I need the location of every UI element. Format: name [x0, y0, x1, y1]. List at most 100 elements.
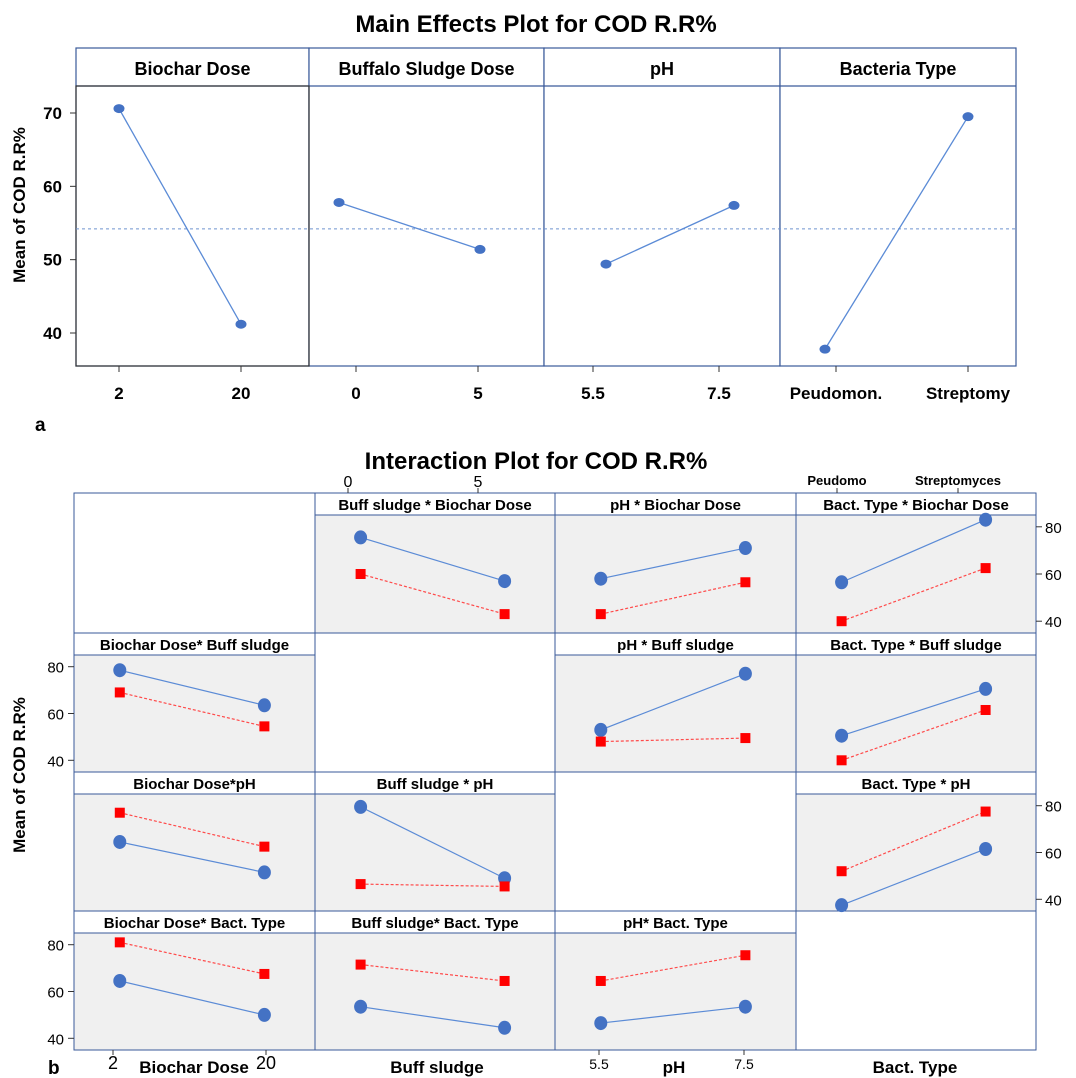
interaction-point-red [259, 721, 270, 732]
interaction-line-blue [360, 536, 505, 582]
interaction-plot: Interaction Plot for COD R.R% Mean of CO… [10, 448, 1062, 1078]
interaction-line-blue [841, 519, 986, 583]
interaction-point-blue [257, 865, 271, 880]
y-tick-label: 40 [1045, 892, 1062, 909]
main-effect-point [113, 104, 125, 114]
interaction-panel-header [73, 632, 316, 656]
interaction-point-blue [594, 1016, 608, 1031]
y-tick-label: 80 [47, 660, 64, 677]
main-effects-panel-frame [75, 47, 310, 367]
x-tick-label: 0 [351, 384, 360, 403]
x-tick-label: 2 [108, 1053, 118, 1073]
x-tick-label: 20 [256, 1053, 276, 1073]
interaction-line-red [600, 954, 746, 982]
interaction-point-blue [498, 1020, 512, 1035]
interaction-panel-header [795, 492, 1037, 516]
interaction-line-red [841, 810, 986, 872]
interaction-line-blue [119, 841, 265, 873]
main-effects-panel-title: Buffalo Sludge Dose [338, 59, 514, 79]
interaction-panel-body [73, 793, 316, 912]
interaction-grid-cell [795, 910, 1037, 1051]
y-tick-label: 70 [43, 104, 62, 123]
main-effects-y-axis-label: Mean of COD R.R% [10, 127, 29, 283]
interaction-panel-body [554, 932, 797, 1051]
x-tick-label: 5 [473, 384, 482, 403]
interaction-panel-body [314, 932, 556, 1051]
interaction-point-blue [738, 666, 752, 681]
main-effect-point [235, 319, 247, 329]
interaction-point-red [355, 959, 366, 970]
x-tick-label: 20 [232, 384, 251, 403]
x-axis-title: pH [663, 1058, 686, 1077]
interaction-line-red [360, 963, 505, 982]
y-tick-label: 40 [1045, 614, 1062, 631]
interaction-line-red [841, 567, 986, 622]
interaction-point-red [836, 616, 847, 627]
interaction-panel-title: Biochar Dose*pH [133, 776, 256, 793]
interaction-point-red [499, 975, 510, 986]
interaction-point-blue [354, 999, 368, 1014]
main-effects-panel-frame [308, 47, 545, 367]
interaction-point-blue [113, 973, 127, 988]
x-tick-label: 7.5 [707, 384, 731, 403]
interaction-point-blue [257, 1007, 271, 1022]
main-effects-panel-title: Bacteria Type [840, 59, 957, 79]
interaction-panel-header [795, 771, 1037, 795]
interaction-point-red [836, 755, 847, 766]
x-tick-label: Peudomo [807, 473, 866, 488]
interaction-point-red [499, 881, 510, 892]
interaction-point-red [355, 879, 366, 890]
interaction-grid-cell [314, 632, 556, 773]
main-effects-panel-title: pH [650, 59, 674, 79]
interaction-point-red [595, 609, 606, 620]
interaction-point-blue [257, 698, 271, 713]
main-effects-panel-frame [543, 47, 781, 367]
main-effect-point [474, 244, 486, 254]
interaction-panel-body [554, 514, 797, 634]
x-axis-title: Bact. Type [873, 1058, 958, 1077]
main-effect-point [600, 259, 612, 269]
interaction-panel-title: Bact. Type * Biochar Dose [823, 497, 1009, 514]
interaction-point-red [740, 733, 751, 744]
interaction-point-blue [594, 571, 608, 586]
main-effects-panel-highlight [75, 85, 310, 367]
main-effects-panel-frame [779, 47, 1017, 367]
interaction-panel-title: pH * Biochar Dose [610, 497, 741, 514]
main-effect-point [728, 200, 740, 210]
x-tick-label: Streptomy [926, 384, 1011, 403]
interaction-panel-body [73, 654, 316, 773]
interaction-line-blue [841, 848, 986, 906]
interaction-line-blue [360, 806, 505, 879]
interaction-panel-body [314, 793, 556, 912]
x-tick-label: 0 [344, 474, 353, 491]
interaction-panel-body [795, 793, 1037, 912]
panel-label-b: b [48, 1058, 60, 1078]
interaction-point-red [259, 841, 270, 852]
main-effect-line [338, 201, 481, 251]
interaction-point-red [980, 563, 991, 574]
interaction-line-blue [119, 669, 265, 706]
interaction-point-red [595, 736, 606, 747]
x-tick-label: Streptomyces [915, 473, 1001, 488]
y-tick-label: 60 [47, 985, 64, 1002]
y-tick-label: 60 [1045, 567, 1062, 584]
interaction-point-blue [979, 512, 993, 527]
y-tick-label: 50 [43, 251, 62, 270]
interaction-point-red [595, 975, 606, 986]
interaction-point-red [355, 569, 366, 579]
interaction-grid-cell [73, 492, 316, 634]
x-tick-label: 2 [114, 384, 123, 403]
interaction-point-blue [738, 541, 752, 556]
interaction-point-blue [113, 663, 127, 678]
y-tick-label: 40 [47, 1031, 64, 1048]
x-tick-label: 5 [474, 474, 483, 491]
y-tick-label: 60 [47, 707, 64, 724]
interaction-line-blue [119, 980, 265, 1016]
x-tick-label: 7.5 [734, 1056, 754, 1072]
interaction-panel-body [795, 514, 1037, 634]
interaction-line-blue [360, 1006, 505, 1029]
interaction-panel-title: Buff sludge * Biochar Dose [338, 497, 531, 514]
main-effects-panel-title: Biochar Dose [134, 59, 250, 79]
interaction-line-red [360, 883, 505, 888]
